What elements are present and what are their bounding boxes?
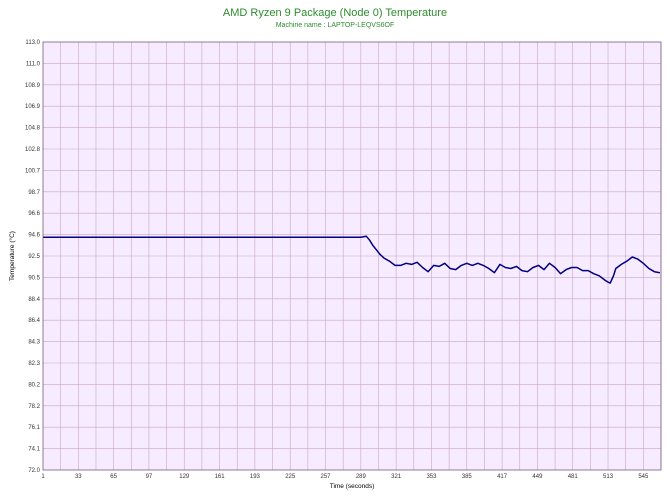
y-tick-label: 74.1 bbox=[28, 447, 40, 453]
y-tick-label: 102.8 bbox=[25, 147, 41, 153]
x-axis-ticks: 1 33 65 97 129 161 193 225 257 289 321 353 385 417 449… bbox=[41, 474, 649, 480]
y-tick-label: 72.0 bbox=[28, 468, 40, 474]
chart-title: AMD Ryzen 9 Package (Node 0) Temperature bbox=[223, 7, 447, 19]
x-tick-label: 97 bbox=[146, 474, 153, 480]
y-tick-label: 104.8 bbox=[25, 126, 41, 132]
y-tick-label: 100.7 bbox=[25, 168, 41, 174]
y-tick-label: 80.2 bbox=[28, 382, 40, 388]
x-tick-label: 129 bbox=[179, 474, 190, 480]
y-tick-label: 106.9 bbox=[25, 104, 41, 110]
y-tick-label: 84.3 bbox=[28, 340, 40, 346]
x-tick-label: 321 bbox=[391, 474, 402, 480]
y-tick-label: 108.9 bbox=[25, 83, 41, 89]
x-tick-label: 353 bbox=[426, 474, 437, 480]
x-tick-label: 193 bbox=[250, 474, 261, 480]
x-tick-label: 161 bbox=[215, 474, 226, 480]
y-tick-label: 88.4 bbox=[28, 297, 40, 303]
y-tick-label: 82.3 bbox=[28, 361, 40, 367]
x-axis-label: Time (seconds) bbox=[330, 483, 375, 490]
y-tick-label: 113.0 bbox=[25, 40, 40, 46]
y-tick-label: 76.1 bbox=[28, 425, 40, 431]
temperature-series-line bbox=[43, 235, 661, 284]
x-tick-label: 449 bbox=[532, 474, 543, 480]
x-tick-label: 289 bbox=[356, 474, 367, 480]
y-tick-label: 78.2 bbox=[28, 404, 40, 410]
y-axis-label: Temperature (°C) bbox=[8, 231, 16, 281]
x-tick-label: 417 bbox=[497, 474, 508, 480]
x-tick-label: 257 bbox=[321, 474, 332, 480]
y-axis-ticks: 113.0 111.0 108.9 106.9 104.8 102.8 100.7 98.7 9… bbox=[25, 40, 41, 474]
y-tick-label: 94.6 bbox=[28, 233, 40, 239]
y-tick-label: 90.5 bbox=[28, 275, 40, 281]
x-tick-label: 513 bbox=[603, 474, 614, 480]
y-tick-label: 86.4 bbox=[28, 318, 40, 324]
x-tick-label: 225 bbox=[285, 474, 296, 480]
x-tick-label: 481 bbox=[568, 474, 579, 480]
x-tick-label: 33 bbox=[75, 474, 82, 480]
x-tick-label: 1 bbox=[41, 474, 45, 480]
y-tick-label: 96.6 bbox=[28, 211, 40, 217]
x-tick-label: 65 bbox=[110, 474, 117, 480]
grid-lines bbox=[43, 42, 662, 470]
chart-subtitle: Machine name : LAPTOP-LEQVS6OF bbox=[276, 22, 395, 29]
x-tick-label: 545 bbox=[638, 474, 649, 480]
y-tick-label: 111.0 bbox=[26, 61, 41, 67]
x-tick-label: 385 bbox=[462, 474, 473, 480]
plot-border bbox=[42, 41, 662, 471]
y-tick-label: 98.7 bbox=[28, 190, 40, 196]
y-tick-label: 92.5 bbox=[28, 254, 40, 260]
